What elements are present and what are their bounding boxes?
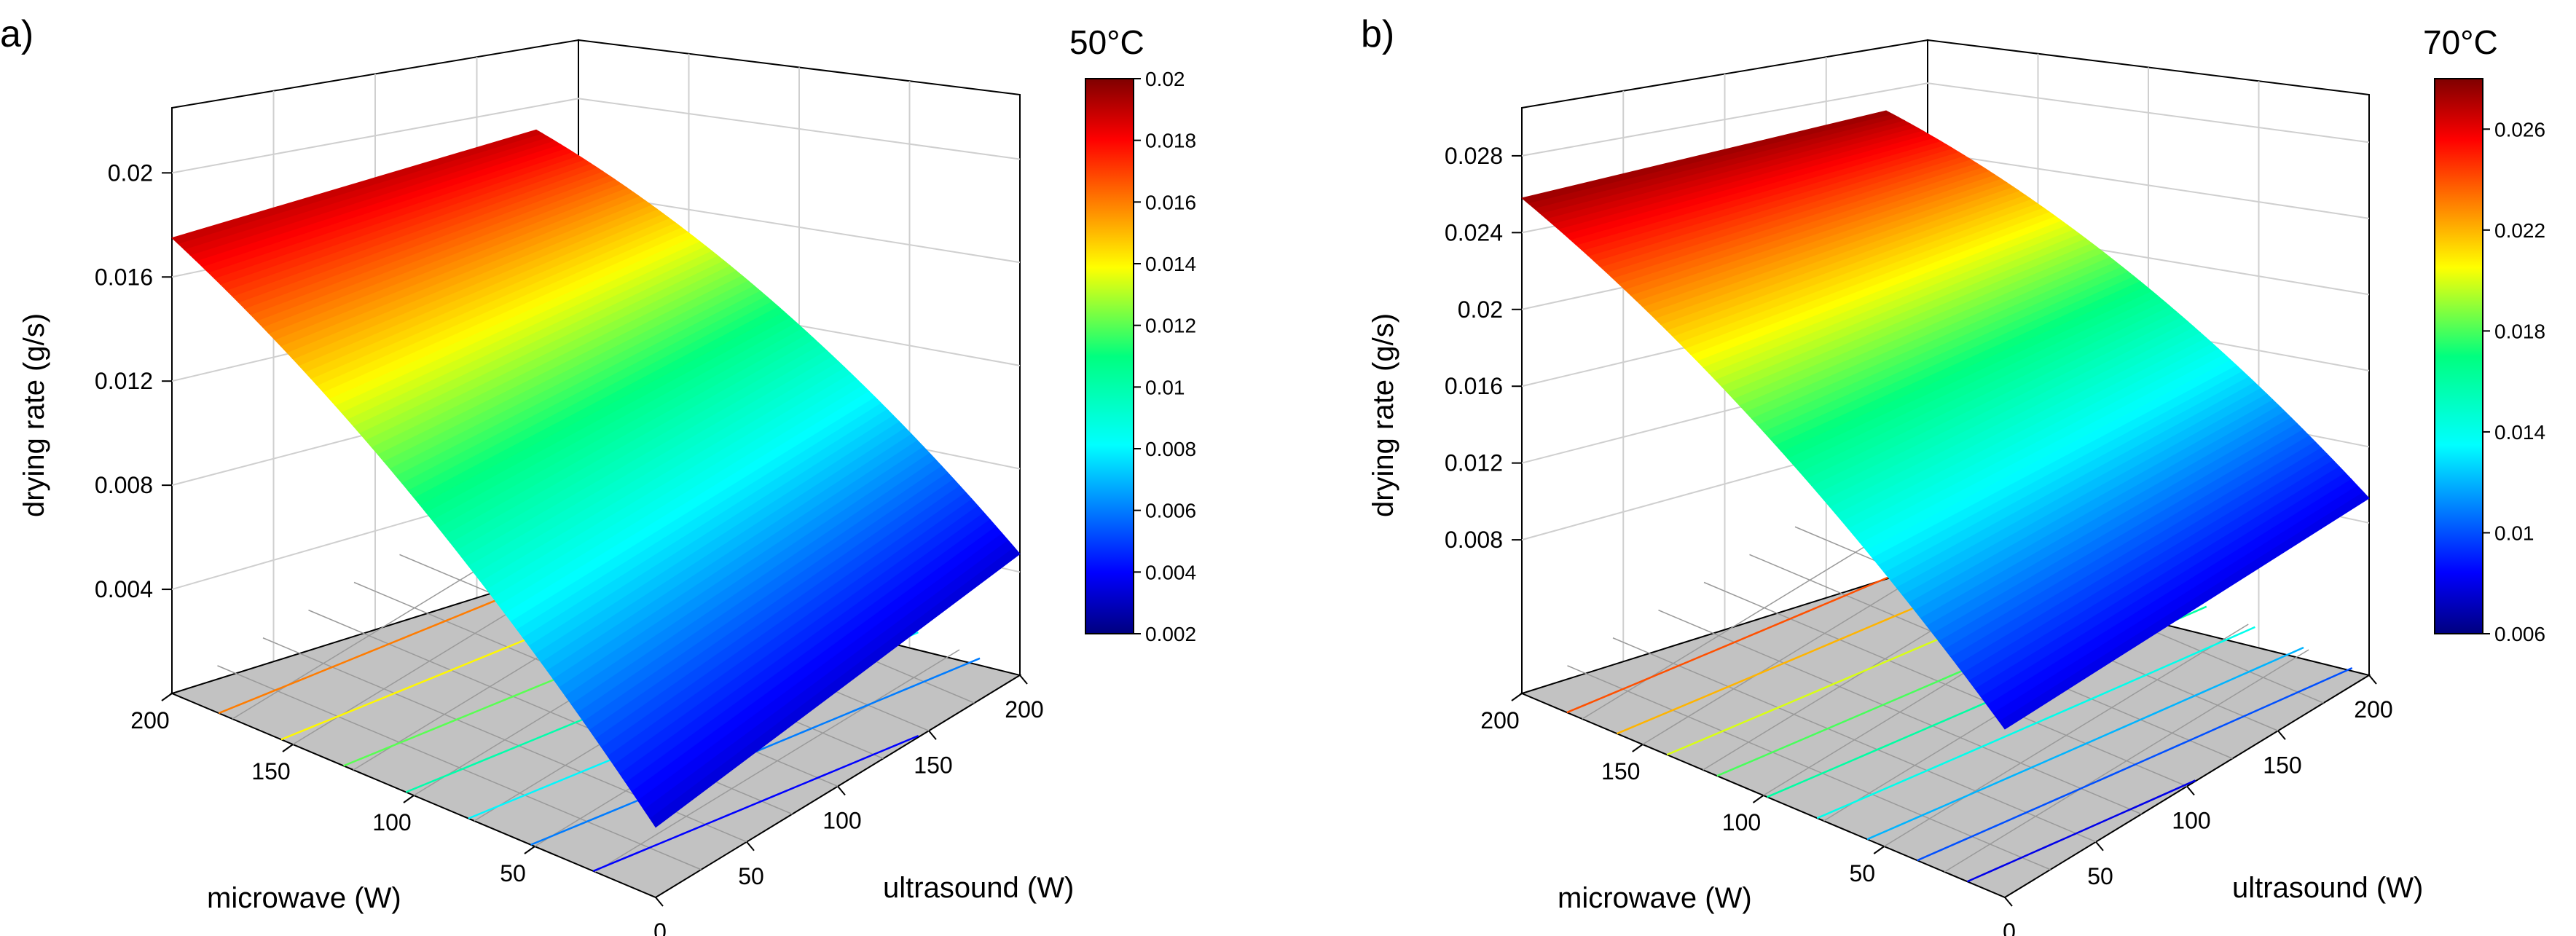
colorbar-tick-label: 0.006 — [1145, 500, 1196, 522]
z-tick-label: 0.016 — [95, 264, 153, 290]
colorbar-title: 70°C — [2423, 23, 2498, 61]
x-tick-mark — [161, 693, 173, 701]
x-tick-label: 150 — [251, 758, 290, 784]
colorbar — [1085, 78, 1134, 634]
x-tick-mark — [1511, 693, 1523, 701]
surface-strip — [171, 129, 543, 244]
z-tick-label: 0.008 — [1445, 527, 1503, 553]
contour-line — [1917, 667, 2353, 862]
x-tick-mark — [1873, 846, 1885, 854]
x-tick-mark — [282, 744, 294, 752]
y-tick-mark — [2368, 675, 2377, 685]
x-tick-label: 200 — [130, 707, 169, 734]
z-gridline — [1521, 82, 2370, 157]
surface-strip — [1520, 110, 1893, 204]
z-tick-label: 0.016 — [1445, 373, 1503, 399]
colorbar-tick-label: 0.02 — [1145, 68, 1185, 90]
z-tick-label: 0.028 — [1445, 143, 1503, 169]
surface — [171, 129, 1021, 828]
contour-line — [592, 734, 919, 873]
y-tick-mark — [2277, 730, 2286, 740]
z-tick-label: 0.008 — [95, 472, 153, 498]
y-tick-mark — [928, 730, 937, 740]
y-tick-label: 0 — [2003, 919, 2016, 936]
panel-a: a) 50°C drying rate (g/s) microwave (W) … — [0, 13, 1196, 936]
y-tick-mark — [1019, 675, 1028, 685]
x-tick-label: 100 — [1722, 809, 1761, 835]
z-tick-label: 0.012 — [95, 368, 153, 394]
colorbar-tick-label: 0.014 — [1145, 253, 1196, 275]
y-tick-mark — [655, 897, 664, 907]
x-axis-label: microwave (W) — [207, 882, 401, 914]
colorbar-tick-label: 0.018 — [1145, 130, 1196, 152]
colorbar — [2434, 78, 2483, 634]
y-axis-label: ultrasound (W) — [883, 872, 1074, 904]
x-tick-label: 50 — [500, 860, 526, 886]
z-tick-label: 0.02 — [108, 160, 153, 186]
colorbar-tick-label: 0.004 — [1145, 561, 1196, 583]
floor-gridline — [1703, 581, 2188, 787]
z-tick-label: 0.012 — [1445, 450, 1503, 476]
contour-line — [1866, 646, 2304, 841]
x-tick-label: 50 — [1849, 860, 1875, 886]
contour-line — [1816, 626, 2255, 819]
z-tick-label: 0.02 — [1458, 296, 1503, 323]
y-tick-mark — [746, 841, 755, 852]
y-tick-mark — [837, 785, 846, 796]
z-tick-label: 0.004 — [95, 576, 153, 602]
x-tick-mark — [524, 846, 535, 854]
z-axis-label: drying rate (g/s) — [18, 313, 50, 517]
colorbar-tick-label: 0.012 — [1145, 315, 1196, 337]
colorbar-tick-label: 0.016 — [1145, 191, 1196, 213]
y-tick-label: 100 — [822, 808, 861, 834]
z-axis-label: drying rate (g/s) — [1367, 313, 1399, 517]
surface — [1520, 110, 2370, 730]
contour-line — [1966, 779, 2196, 883]
x-axis-label: microwave (W) — [1558, 882, 1752, 914]
y-tick-label: 0 — [653, 919, 667, 936]
colorbar-tick-label: 0.008 — [1145, 438, 1196, 460]
x-tick-label: 200 — [1480, 707, 1519, 734]
y-tick-label: 50 — [2087, 863, 2113, 889]
colorbar-tick-label: 0.01 — [2494, 522, 2534, 544]
colorbar-tick-label: 0.022 — [2494, 219, 2545, 242]
x-tick-mark — [1632, 744, 1644, 752]
colorbar-tick-label: 0.006 — [2494, 623, 2545, 645]
y-tick-label: 100 — [2172, 808, 2210, 834]
x-tick-mark — [1752, 795, 1764, 803]
y-tick-label: 200 — [2354, 696, 2392, 723]
y-tick-mark — [2004, 897, 2013, 907]
y-tick-label: 200 — [1005, 696, 1043, 723]
y-tick-label: 150 — [914, 752, 952, 778]
y-axis-label: ultrasound (W) — [2232, 872, 2423, 904]
z-gridline — [171, 98, 1021, 174]
colorbar-tick-label: 0.014 — [2494, 421, 2545, 444]
y-tick-label: 50 — [738, 863, 764, 889]
colorbar-tick-label: 0.018 — [2494, 320, 2545, 342]
x-tick-mark — [403, 795, 415, 803]
y-tick-label: 150 — [2263, 752, 2301, 778]
x-tick-label: 150 — [1601, 758, 1640, 784]
x-tick-label: 100 — [372, 809, 411, 835]
colorbar-tick-label: 0.002 — [1145, 623, 1196, 645]
z-tick-label: 0.024 — [1445, 219, 1503, 245]
y-tick-mark — [2186, 785, 2195, 796]
panel-label: a) — [0, 13, 34, 55]
colorbar-tick-label: 0.01 — [1145, 376, 1185, 398]
panel-b: b) 70°C drying rate (g/s) microwave (W) … — [1361, 13, 2545, 936]
colorbar-tick-label: 0.026 — [2494, 118, 2545, 141]
y-tick-mark — [2095, 841, 2104, 852]
colorbar-title: 50°C — [1069, 23, 1144, 61]
panel-label: b) — [1361, 13, 1394, 55]
